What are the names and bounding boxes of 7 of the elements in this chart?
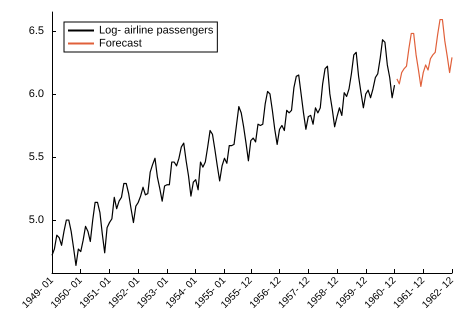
- y-tick-label: 6.5: [28, 24, 44, 37]
- line-series: [396, 18, 453, 87]
- y-tick-label: 6.0: [28, 88, 44, 100]
- y-tick-label: 5.0: [28, 214, 44, 226]
- legend-label: Log- airline passengers: [99, 24, 214, 36]
- legend-label: Forecast: [99, 38, 142, 50]
- y-tick-label: 5.5: [28, 151, 44, 163]
